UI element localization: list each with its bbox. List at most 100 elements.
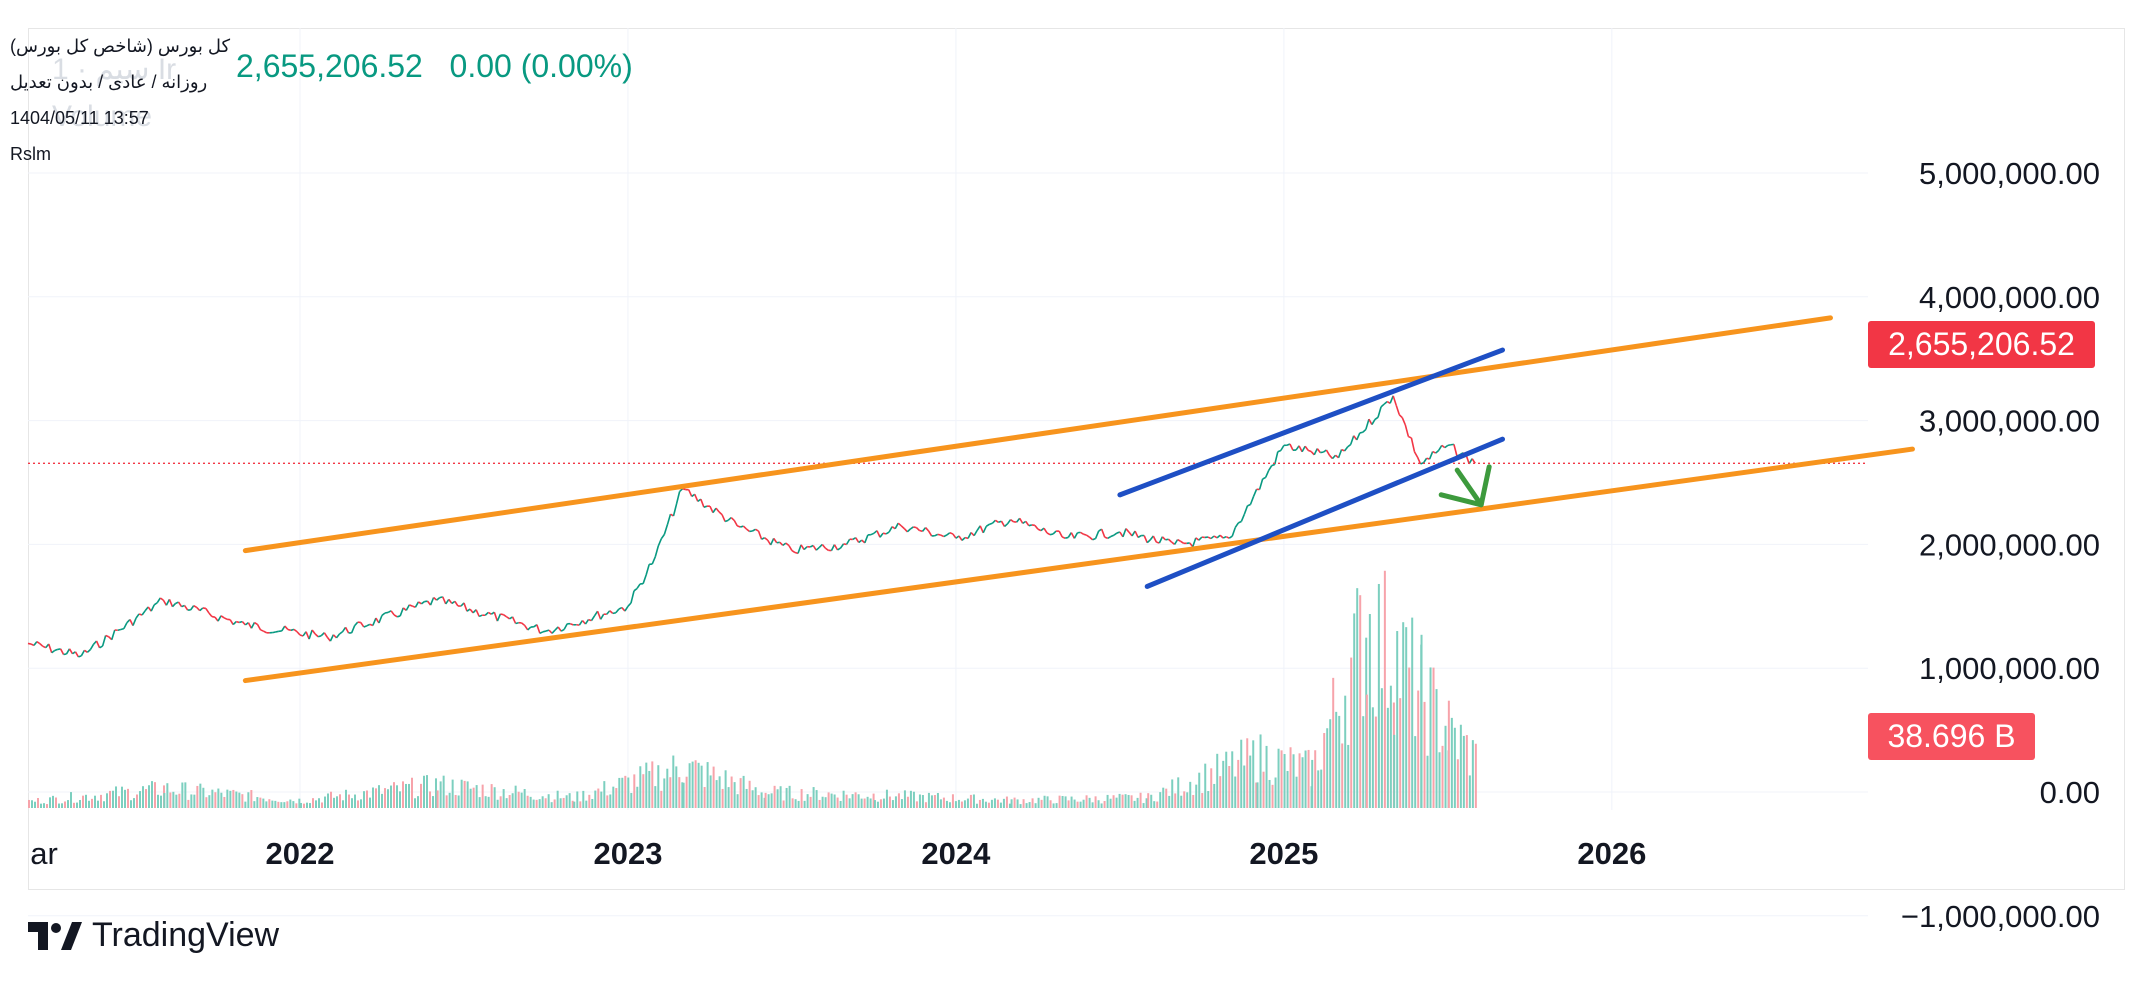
volume-bar (1076, 801, 1079, 808)
volume-bar (648, 770, 651, 808)
volume-bar (651, 761, 654, 808)
volume-bar (642, 774, 645, 808)
price-candle (672, 503, 678, 517)
price-candle (1192, 537, 1197, 548)
volume-bar (1350, 657, 1353, 808)
price-candle (888, 526, 893, 533)
volume-bar (706, 762, 709, 808)
volume-bar (1393, 734, 1396, 808)
price-candle (642, 574, 647, 584)
price-candle (1331, 454, 1337, 460)
price-candle (1410, 437, 1416, 452)
price-candle (436, 596, 441, 601)
price-candle (1289, 443, 1294, 451)
price-candle (839, 543, 845, 549)
y-tick-label: 5,000,000.00 (1919, 156, 2100, 191)
volume-bar (1192, 794, 1195, 808)
price-candle (779, 541, 784, 546)
volume-bar (1344, 695, 1347, 808)
volume-bar (836, 797, 839, 808)
volume-bar (145, 789, 147, 808)
volume-bar (199, 783, 202, 808)
volume-bar (1438, 752, 1441, 808)
volume-bar (271, 800, 274, 808)
price-candle (1341, 448, 1345, 452)
price-candle (305, 631, 310, 640)
price-candle (1453, 444, 1458, 457)
price-candle (1080, 531, 1084, 535)
price-candle (1404, 424, 1410, 437)
price-candle (937, 533, 941, 536)
volume-bar (562, 797, 565, 808)
price-candle (190, 605, 195, 611)
price-candle (636, 583, 641, 589)
volume-bar (417, 796, 419, 808)
price-candle (524, 624, 529, 631)
volume-bar (872, 793, 875, 808)
volume-bar (1100, 803, 1103, 808)
price-candle (864, 534, 869, 544)
volume-bar (809, 796, 812, 808)
volume-bar (1005, 796, 1008, 808)
volume-bar (100, 794, 102, 808)
volume-bar (136, 794, 138, 808)
volume-bar (978, 799, 981, 808)
price-candle (1216, 534, 1221, 539)
price-candle (527, 626, 532, 631)
price-candle (390, 610, 395, 616)
price-candle (1377, 406, 1382, 418)
price-candle (254, 621, 258, 626)
price-candle (1104, 536, 1109, 540)
price-candle (949, 531, 954, 535)
price-candle (156, 597, 161, 604)
volume-bar (324, 796, 326, 808)
volume-bar (163, 793, 166, 808)
volume-bar (842, 790, 845, 808)
volume-bar (402, 781, 404, 808)
volume-bar (975, 803, 978, 808)
price-candle (1325, 449, 1331, 456)
price-candle (1213, 535, 1218, 539)
price-candle (703, 505, 708, 508)
volume-bar (1429, 667, 1432, 808)
volume-bar (217, 788, 220, 808)
author: Rslm (10, 144, 51, 164)
brand[interactable]: TradingView (28, 916, 279, 955)
volume-bar (785, 787, 788, 808)
price-candle (627, 602, 632, 607)
volume-bar (342, 800, 344, 808)
volume-bar (1070, 796, 1073, 808)
price-candle (998, 520, 1002, 524)
volume-bar (691, 761, 694, 808)
volume-bar (1304, 750, 1307, 808)
volume-bar (1377, 583, 1380, 808)
volume-bar (351, 798, 353, 808)
volume-bar (478, 797, 481, 808)
volume-bar (181, 782, 184, 808)
price-candle (1273, 451, 1279, 465)
volume-bar (223, 796, 226, 808)
volume-bar (854, 792, 857, 808)
volume-bar (535, 799, 538, 808)
price-candle (915, 527, 921, 532)
volume-bar (229, 790, 232, 808)
volume-bar (220, 792, 223, 808)
price-candle (399, 607, 404, 617)
volume-bar (49, 797, 51, 808)
datetime: 1404/05/11 13:57 (10, 108, 149, 128)
volume-bar (654, 786, 657, 808)
volume-bar (969, 794, 972, 808)
price-candle (1167, 538, 1173, 543)
price-candle (1356, 432, 1361, 441)
volume-bar (757, 795, 760, 808)
y-tick-label: 1,000,000.00 (1919, 651, 2100, 686)
y-tick-label: 2,000,000.00 (1919, 527, 2100, 562)
volume-bar (730, 776, 733, 808)
volume-bar (130, 800, 132, 808)
volume-bar (1058, 795, 1061, 808)
price-candle (1264, 470, 1270, 478)
volume-bar (1326, 728, 1329, 808)
volume-bar (429, 791, 431, 808)
price-candle (1180, 540, 1185, 544)
